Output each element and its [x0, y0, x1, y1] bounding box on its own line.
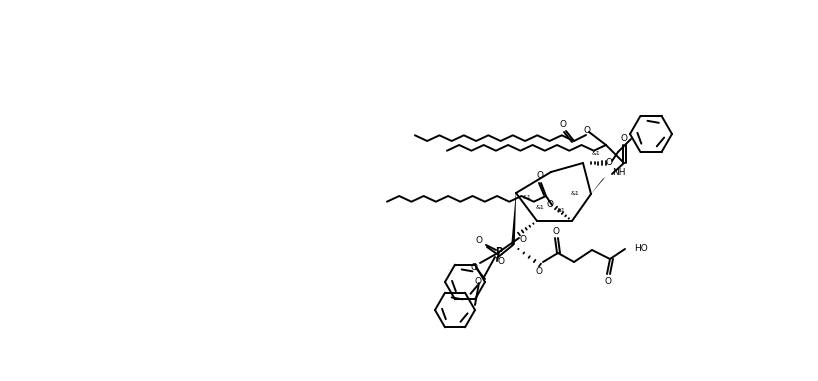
Polygon shape: [591, 176, 606, 194]
Text: &1: &1: [571, 190, 579, 195]
Text: O: O: [552, 226, 560, 235]
Text: O: O: [560, 120, 567, 128]
Text: O: O: [583, 125, 591, 134]
Text: P: P: [496, 247, 502, 257]
Text: HO: HO: [634, 243, 648, 253]
Text: O: O: [605, 277, 612, 287]
Text: &1: &1: [591, 150, 600, 155]
Text: O: O: [475, 235, 483, 245]
Text: O: O: [497, 258, 505, 266]
Text: &1: &1: [536, 205, 544, 210]
Text: O: O: [621, 133, 627, 142]
Text: NH: NH: [612, 168, 626, 176]
Text: O: O: [537, 171, 543, 179]
Text: O: O: [474, 277, 482, 285]
Polygon shape: [511, 193, 516, 245]
Text: &1: &1: [556, 208, 565, 213]
Text: O: O: [605, 157, 613, 166]
Text: O: O: [519, 234, 527, 243]
Text: &1: &1: [523, 194, 532, 200]
Text: O: O: [470, 263, 478, 272]
Text: O: O: [536, 266, 542, 275]
Polygon shape: [588, 131, 606, 145]
Text: O: O: [546, 200, 554, 208]
